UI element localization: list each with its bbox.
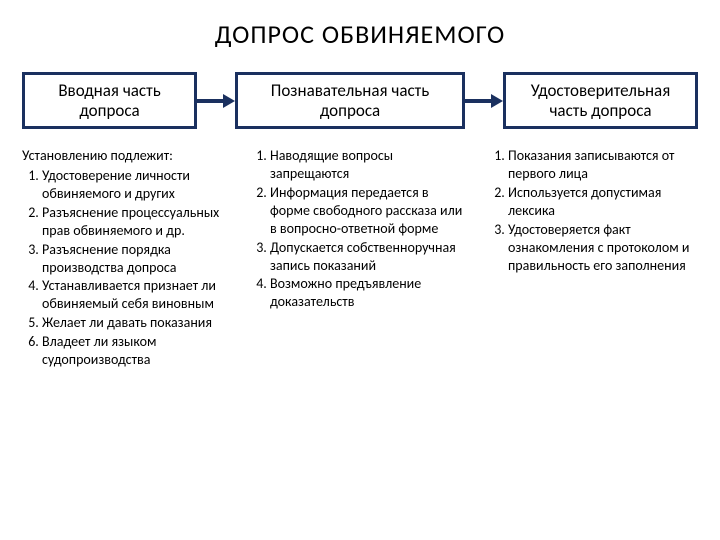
list-item: Разъяснение порядка производства допроса [42, 241, 232, 277]
list-item: Показания записываются от первого лица [508, 147, 698, 183]
list-item: Допускается собственноручная запись пока… [270, 239, 470, 275]
arrow-icon [465, 92, 503, 110]
col2-list: Наводящие вопросы запрещаются Информация… [250, 147, 470, 311]
list-item: Наводящие вопросы запрещаются [270, 147, 470, 183]
col1-list: Удостоверение личности обвиняемого и дру… [22, 167, 232, 369]
list-item: Возможно предъявление доказательств [270, 275, 470, 311]
list-item: Информация передается в форме свободного… [270, 184, 470, 238]
list-item: Удостоверяется факт ознакомления с прото… [508, 221, 698, 275]
phases-row: Вводная часть допроса Познавательная час… [22, 72, 698, 129]
column-attestation: Показания записываются от первого лица И… [488, 147, 698, 370]
phase-box-cognitive: Познавательная часть допроса [235, 72, 465, 129]
list-item: Желает ли давать показания [42, 314, 232, 332]
list-item: Удостоверение личности обвиняемого и дру… [42, 167, 232, 203]
columns-container: Установлению подлежит: Удостоверение лич… [22, 147, 698, 370]
list-item: Используется допустимая лексика [508, 184, 698, 220]
list-item: Устанавливается признает ли обвиняемый с… [42, 277, 232, 313]
column-intro: Установлению подлежит: Удостоверение лич… [22, 147, 232, 370]
page-title: ДОПРОС ОБВИНЯЕМОГО [22, 18, 698, 50]
col1-intro-text: Установлению подлежит: [22, 147, 232, 165]
phase-box-intro: Вводная часть допроса [22, 72, 197, 129]
phase-box-attestation: Удостоверительная часть допроса [503, 72, 698, 129]
list-item: Разъяснение процессуальных прав обвиняем… [42, 204, 232, 240]
arrow-icon [197, 92, 235, 110]
column-cognitive: Наводящие вопросы запрещаются Информация… [250, 147, 470, 370]
list-item: Владеет ли языком судопроизводства [42, 333, 232, 369]
col3-list: Показания записываются от первого лица И… [488, 147, 698, 274]
